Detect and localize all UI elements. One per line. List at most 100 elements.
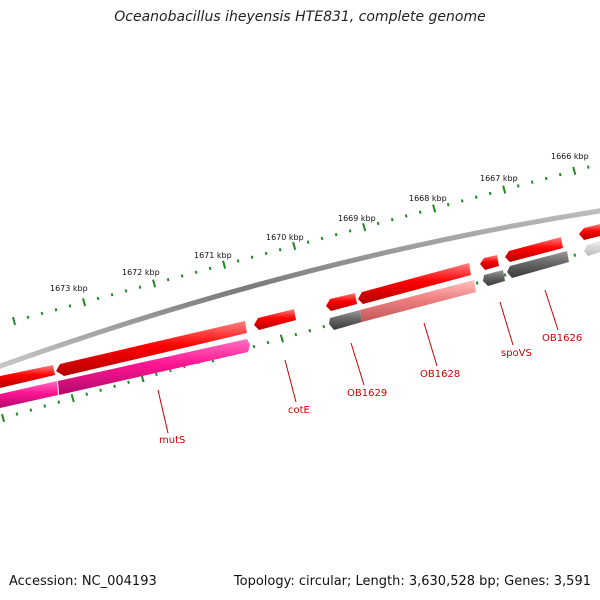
- gene-arrow-reverse[interactable]: [0, 381, 58, 408]
- reverse-strand-genes: [0, 241, 600, 408]
- inner-scale-tick: [252, 344, 256, 349]
- kbp-label-1672: 1672 kbp: [122, 268, 160, 277]
- outer-scale-tick: [110, 293, 114, 297]
- inner-scale-tick: [294, 332, 298, 337]
- inner-scale-tick: [70, 394, 75, 403]
- outer-scale-tick: [152, 279, 157, 288]
- OB1629-leader: [350, 342, 365, 386]
- gene-spoVS-arrow[interactable]: [483, 270, 505, 286]
- outer-scale-tick: [40, 311, 44, 316]
- outer-scale-tick: [544, 176, 548, 181]
- OB1628-leader: [423, 322, 438, 367]
- outer-scale-tick: [502, 185, 507, 194]
- gene-label-cotE[interactable]: cotE: [288, 405, 310, 416]
- outer-scale-tick: [236, 259, 240, 263]
- gene-OB1626-arrow[interactable]: [507, 251, 569, 278]
- OB1626-leader: [544, 289, 559, 331]
- forward-strand-genes: [0, 224, 600, 388]
- outer-scale-tick: [194, 270, 198, 274]
- cotE-leader: [284, 359, 297, 403]
- outer-scale-tick: [68, 304, 72, 308]
- outer-scale-tick: [166, 278, 170, 282]
- outer-scale-tick: [96, 296, 100, 301]
- inner-scale-tick: [113, 384, 116, 388]
- gene-mutS-arrow[interactable]: [58, 339, 250, 395]
- kbp-label-1671: 1671 kbp: [194, 251, 232, 260]
- mutS-leader: [157, 389, 169, 434]
- outer-scale-tick: [404, 214, 408, 218]
- inner-scale-tick: [0, 413, 6, 423]
- outer-scale-tick: [320, 236, 324, 241]
- genome-backbone: [0, 208, 600, 369]
- kbp-labels: 1666 kbp 1667 kbp 1668 kbp 1669 kbp 1670…: [50, 152, 589, 293]
- gene-arrow-forward[interactable]: [0, 365, 55, 388]
- outer-scale-tick: [488, 191, 492, 196]
- gene-arrow-forward[interactable]: [358, 263, 471, 304]
- spoVS-leader: [499, 301, 514, 346]
- gene-label-OB1626[interactable]: OB1626: [542, 333, 582, 344]
- inner-scale-tick: [127, 380, 130, 384]
- gene-OB1629-arrow[interactable]: [329, 310, 362, 330]
- inner-scale-tick: [503, 273, 507, 277]
- gene-arrow-reverse[interactable]: [584, 241, 600, 256]
- kbp-label-1669: 1669 kbp: [338, 214, 376, 223]
- outer-scale-tick: [12, 316, 16, 326]
- outer-scale-tick: [278, 248, 282, 252]
- outer-scale-tick: [446, 202, 450, 207]
- inner-scale-tick: [99, 388, 102, 392]
- outer-scale-tick: [208, 266, 212, 271]
- gene-leader-lines: [157, 289, 559, 434]
- inner-scale-tick: [308, 328, 312, 333]
- outer-scale-tick: [530, 180, 534, 184]
- outer-scale-tick: [138, 285, 142, 289]
- topology-text: Topology: circular; Length: 3,630,528 bp…: [233, 574, 591, 589]
- inner-scale-tick: [266, 340, 270, 345]
- outer-scale-tick: [250, 255, 254, 259]
- outer-tick-ring: [12, 165, 590, 326]
- gene-arrow-forward[interactable]: [480, 255, 499, 270]
- genome-title: Oceanobacillus iheyensis HTE831, complet…: [114, 9, 486, 25]
- gene-label-OB1628[interactable]: OB1628: [420, 369, 460, 380]
- outer-scale-tick: [264, 251, 268, 256]
- outer-scale-tick: [390, 217, 394, 222]
- inner-scale-tick: [15, 412, 19, 416]
- gene-arrow-forward[interactable]: [326, 293, 357, 311]
- outer-scale-tick: [124, 289, 128, 293]
- gene-label-spoVS[interactable]: spoVS: [501, 348, 532, 359]
- gene-arrow-forward[interactable]: [579, 224, 600, 240]
- outer-scale-tick: [222, 260, 227, 269]
- outer-scale-tick: [306, 240, 310, 244]
- outer-scale-tick: [26, 315, 30, 319]
- gene-cotE-arrow[interactable]: [254, 309, 296, 330]
- outer-scale-tick: [54, 308, 58, 312]
- outer-scale-tick: [432, 204, 437, 213]
- outer-scale-tick: [460, 199, 464, 203]
- kbp-label-1670: 1670 kbp: [266, 233, 304, 242]
- kbp-label-1666: 1666 kbp: [551, 152, 589, 161]
- inner-scale-tick: [29, 408, 33, 412]
- inner-scale-tick: [43, 404, 47, 408]
- outer-scale-tick: [474, 195, 478, 199]
- gene-label-mutS[interactable]: mutS: [159, 435, 185, 446]
- gene-labels: mutS cotE OB1629 OB1628 spoVS OB1626: [159, 333, 582, 446]
- inner-scale-tick: [57, 400, 61, 404]
- inner-scale-tick: [155, 372, 158, 377]
- kbp-label-1667: 1667 kbp: [480, 174, 518, 183]
- gene-arrow-forward[interactable]: [505, 237, 563, 262]
- outer-scale-tick: [292, 241, 297, 251]
- inner-scale-tick: [322, 324, 326, 329]
- inner-scale-tick: [279, 334, 284, 343]
- outer-scale-tick: [516, 184, 520, 188]
- outer-scale-tick: [348, 229, 352, 233]
- outer-scale-tick: [362, 223, 367, 232]
- outer-scale-tick: [180, 274, 184, 278]
- accession-text: Accession: NC_004193: [9, 574, 157, 589]
- inner-scale-tick: [475, 281, 479, 285]
- outer-scale-tick: [334, 232, 338, 237]
- gene-label-OB1629[interactable]: OB1629: [347, 388, 387, 399]
- gene-OB1628-arrow[interactable]: [360, 280, 476, 322]
- gene-arrow-forward[interactable]: [56, 321, 247, 376]
- outer-scale-tick: [418, 210, 422, 214]
- outer-scale-tick: [586, 165, 590, 169]
